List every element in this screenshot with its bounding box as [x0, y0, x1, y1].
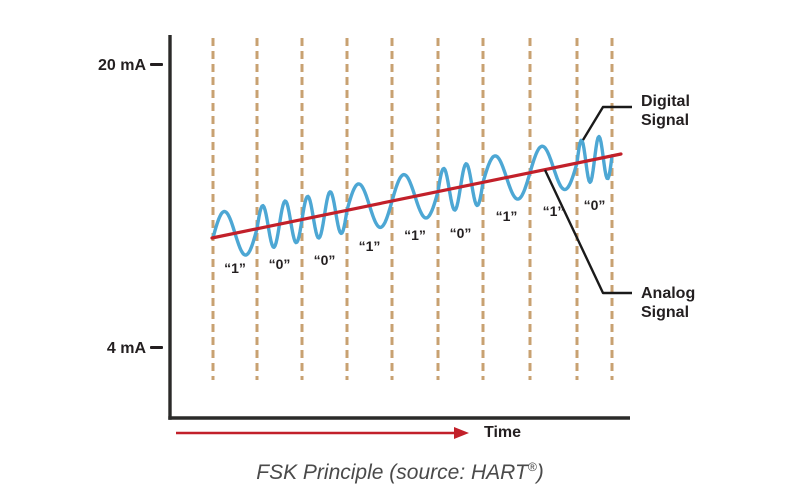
bit-label-1: “0”	[268, 256, 291, 272]
y-axis-tick-20ma	[150, 63, 163, 66]
bit-label-6: “1”	[495, 208, 518, 224]
analog-signal-line	[210, 152, 623, 240]
caption-text-suffix: )	[536, 461, 544, 484]
y-axis-tick-4ma	[150, 346, 163, 349]
registered-trademark-symbol: ®	[527, 460, 537, 474]
digital-signal-label-line2: Signal	[641, 112, 690, 129]
digital-signal-pointer-line	[581, 105, 632, 141]
figure-caption: FSK Principle (source: HART®)	[0, 460, 800, 485]
y-axis-label-4ma: 4 mA	[106, 340, 146, 357]
bit-label-0: “1”	[224, 260, 246, 276]
bit-label-4: “1”	[404, 227, 426, 243]
digital-signal-label: Digital Signal	[641, 92, 690, 130]
caption-text: FSK Principle (source: HART	[256, 461, 528, 484]
time-arrow-head	[454, 427, 469, 439]
analog-signal-label-line1: Analog	[641, 285, 696, 302]
analog-signal-pointer-line	[543, 169, 632, 295]
y-axis-label-20ma: 20 mA	[97, 57, 146, 74]
bit-label-5: “0”	[449, 225, 472, 241]
time-axis-label: Time	[484, 424, 522, 441]
analog-signal-label-line2: Signal	[641, 304, 690, 321]
bit-label-3: “1”	[358, 238, 381, 254]
bit-label-2: “0”	[313, 252, 336, 268]
analog-signal-label: Analog Signal	[641, 284, 695, 322]
digital-signal-label-line1: Digital	[641, 93, 690, 110]
bit-label-8: “0”	[583, 197, 606, 213]
bit-label-7: “1”	[542, 203, 565, 219]
